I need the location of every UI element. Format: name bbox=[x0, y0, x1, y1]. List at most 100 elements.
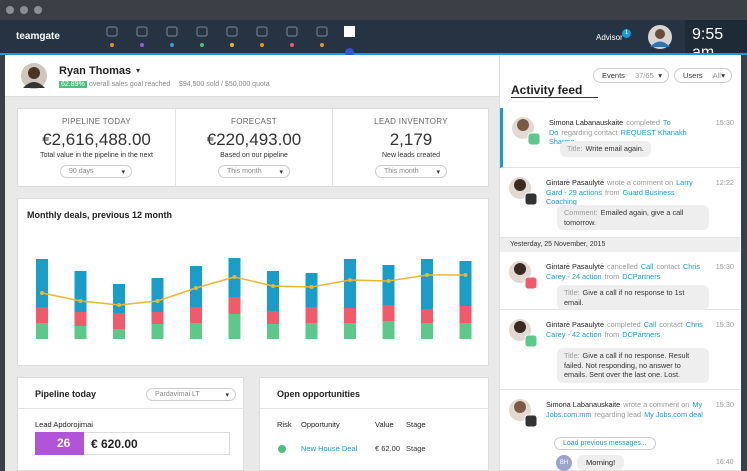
entity-link[interactable]: To Do bbox=[549, 118, 671, 137]
feed-note: Comment: Emailed again, give a call tomor… bbox=[557, 205, 709, 230]
entity-link[interactable]: My Jobs.com deal bbox=[644, 409, 703, 419]
action-text: completed bbox=[626, 118, 660, 127]
bar-segment bbox=[228, 314, 241, 339]
date-separator: Yesterday, 25 November, 2015 bbox=[500, 238, 740, 252]
note-label: Title: bbox=[567, 144, 583, 153]
stat-value: 2,179 bbox=[389, 130, 433, 149]
bar-segment bbox=[113, 284, 125, 313]
entity-link[interactable]: Chris Carey - 42 action bbox=[546, 320, 703, 339]
pipeline-title: Pipeline today bbox=[35, 389, 97, 399]
risk-indicator bbox=[278, 445, 286, 453]
user-photo bbox=[21, 63, 47, 89]
stat-select[interactable]: 90 days bbox=[60, 165, 132, 178]
bar-segment bbox=[382, 321, 395, 339]
bar-segment bbox=[113, 329, 125, 339]
trend-point bbox=[425, 273, 429, 277]
nav-icon[interactable] bbox=[166, 26, 178, 37]
feed-avatar bbox=[509, 261, 538, 290]
entity-link[interactable]: Chris Carey - 24 action bbox=[546, 262, 700, 281]
nav-icon[interactable] bbox=[226, 26, 238, 37]
activity-icon bbox=[524, 276, 538, 290]
actor-name: Simona Labanauskaite bbox=[549, 118, 624, 127]
bar-segment bbox=[344, 259, 356, 308]
stat-select[interactable]: This month bbox=[218, 165, 290, 178]
bar-segment bbox=[421, 323, 433, 339]
nav-icon[interactable] bbox=[286, 26, 298, 37]
nav-dot bbox=[140, 43, 144, 47]
nav-icon-active[interactable] bbox=[344, 26, 355, 37]
nav-dot bbox=[320, 43, 324, 47]
nav-icons bbox=[106, 26, 355, 47]
pipeline-select[interactable]: Pardavimai LT bbox=[146, 388, 236, 401]
table-cell[interactable]: New House Deal bbox=[301, 444, 358, 453]
stat-label: FORECAST bbox=[231, 117, 277, 126]
opportunities-card: Open opportunities Risk Opportunity Value S… bbox=[259, 377, 490, 471]
bar-segment bbox=[151, 324, 164, 339]
notification-badge[interactable]: 1 bbox=[622, 29, 631, 38]
bar-segment bbox=[74, 271, 87, 312]
entity-link[interactable]: Larry Gard - 29 actions bbox=[546, 178, 693, 197]
entity-link[interactable]: My Jobs.com.mm bbox=[546, 400, 703, 419]
nav-icon[interactable] bbox=[196, 26, 208, 37]
note-text: Emailed again, give a call tomorrow. bbox=[564, 208, 684, 227]
bar-segment bbox=[305, 273, 318, 307]
feed-text: Gintarė Pasaulytė cancelled Call contact Chr… bbox=[546, 262, 706, 281]
avatar-hair bbox=[514, 321, 526, 333]
user-name[interactable]: Ryan Thomas bbox=[59, 65, 132, 77]
feed-filter[interactable]: Users All bbox=[674, 68, 732, 83]
advisor-link[interactable]: Advisor bbox=[596, 33, 623, 42]
goal-text: overall sales goal reached bbox=[89, 81, 171, 88]
stat-value: €220,493.00 bbox=[206, 130, 302, 149]
bar-segment bbox=[382, 305, 395, 321]
trend-point bbox=[117, 303, 121, 307]
filter-count: All bbox=[712, 71, 721, 80]
bar-segment bbox=[344, 323, 356, 339]
column-header: Opportunity bbox=[301, 420, 340, 429]
nav-icon[interactable] bbox=[106, 26, 118, 37]
nav-dot bbox=[110, 43, 114, 47]
action-text: from bbox=[604, 329, 620, 339]
stat-select[interactable]: This month bbox=[375, 165, 447, 178]
bar-segment bbox=[344, 308, 356, 323]
nav-dot bbox=[200, 43, 204, 47]
nav-icon[interactable] bbox=[256, 26, 268, 37]
feed-filter[interactable]: Events 37/65 bbox=[593, 68, 669, 83]
trend-line bbox=[41, 274, 466, 306]
note-label: Title: bbox=[564, 351, 580, 360]
reply-avatar: BH bbox=[556, 455, 572, 471]
stat-column: PIPELINE TODAY €2,616,488.00 Total value i… bbox=[18, 109, 175, 187]
entity-link[interactable]: Call bbox=[640, 262, 654, 271]
trend-point bbox=[40, 291, 44, 295]
table-cell: Stage bbox=[406, 444, 426, 453]
feed-note: Title: Give a call if no response. Result… bbox=[557, 348, 709, 383]
filter-label: Users bbox=[683, 71, 703, 80]
entity-link[interactable]: Guard Business Coaching bbox=[546, 187, 675, 207]
trend-point bbox=[155, 299, 160, 303]
entity-link[interactable]: Call bbox=[643, 320, 657, 329]
goal-percent: 62.89% bbox=[59, 81, 87, 88]
quota-text: $94,500 sold / $50,000 quota bbox=[179, 81, 270, 88]
entity-link[interactable]: DCPartners bbox=[622, 329, 661, 339]
pipeline-card: Pipeline today Pardavimai LT Lead Apdoro… bbox=[17, 377, 245, 471]
nav-dot bbox=[260, 43, 264, 47]
reply-time: 16:40 bbox=[716, 459, 734, 466]
actor-name: Gintarė Pasaulytė bbox=[546, 262, 605, 271]
user-avatar[interactable] bbox=[647, 24, 673, 50]
feed-note: Title: Write email again. bbox=[560, 141, 651, 157]
bar-segment bbox=[190, 307, 202, 323]
avatar-hair bbox=[514, 179, 526, 191]
logo[interactable]: teamgate bbox=[16, 31, 60, 42]
opportunities-title: Open opportunities bbox=[277, 389, 360, 399]
bar-segment bbox=[113, 313, 125, 329]
load-more[interactable]: Load previous messages... bbox=[554, 437, 656, 450]
feed-time: 15:30 bbox=[715, 320, 734, 329]
action-text: from bbox=[604, 187, 620, 197]
entity-link[interactable]: DCPartners bbox=[622, 271, 661, 281]
trend-point bbox=[78, 299, 83, 303]
nav-icon[interactable] bbox=[136, 26, 148, 37]
nav-icon[interactable] bbox=[316, 26, 328, 37]
activity-icon bbox=[527, 132, 541, 146]
bar-segment bbox=[305, 323, 318, 339]
bar-segment bbox=[36, 307, 48, 323]
